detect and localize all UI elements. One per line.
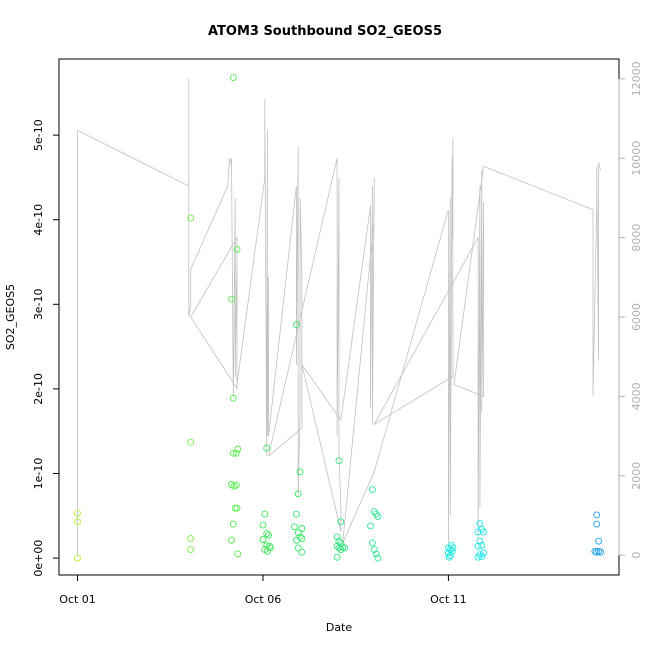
data-point: [333, 533, 341, 541]
data-point: [229, 74, 237, 82]
data-point: [335, 544, 343, 552]
data-point: [187, 535, 195, 543]
chart-title: ATOM3 Southbound SO2_GEOS5: [208, 24, 442, 39]
data-point: [292, 510, 300, 518]
data-point: [187, 546, 195, 554]
data-point: [74, 509, 81, 517]
data-point: [337, 518, 345, 526]
data-point: [294, 529, 302, 537]
data-point: [370, 546, 378, 554]
data-point: [228, 536, 235, 544]
y2-tick-label: 0: [630, 552, 643, 559]
data-point: [476, 537, 484, 545]
data-point: [335, 457, 343, 465]
data-point: [294, 544, 302, 552]
y-axis-label: SO2_GEOS5: [4, 284, 17, 350]
data-point: [233, 245, 241, 253]
data-point: [333, 553, 341, 561]
y-axis-left: 0e+00 1e-10 2e-10 3e-10 4e-10 5e-10: [32, 119, 60, 577]
data-point: [234, 550, 242, 558]
altitude-series-line: [77, 78, 601, 556]
data-point: [593, 511, 601, 519]
data-point: [446, 552, 454, 559]
data-point: [265, 531, 272, 539]
data-point: [291, 523, 298, 531]
x-tick-label: Oct 11: [430, 593, 467, 606]
data-point: [298, 535, 306, 543]
data-point: [597, 548, 604, 556]
data-point: [232, 481, 240, 489]
data-point: [480, 528, 488, 536]
data-point: [229, 520, 237, 528]
data-point: [480, 549, 488, 557]
data-point: [228, 295, 235, 303]
data-point: [263, 530, 271, 538]
y-tick-label: 4e-10: [32, 204, 45, 236]
data-point: [368, 486, 376, 494]
y-tick-label: 3e-10: [32, 288, 45, 320]
data-point: [187, 214, 195, 222]
y2-tick-label: 12000: [630, 61, 643, 96]
data-point: [234, 445, 242, 453]
data-point: [292, 321, 300, 329]
data-point: [367, 522, 374, 530]
data-point: [229, 449, 237, 457]
x-axis: Oct 01 Oct 06 Oct 11: [59, 574, 467, 606]
altitude-line-layer: [77, 78, 601, 556]
y2-tick-label: 6000: [630, 303, 643, 331]
data-point: [337, 546, 345, 554]
y2-tick-label: 4000: [630, 382, 643, 410]
points-layer: [74, 74, 604, 562]
data-point: [263, 444, 271, 452]
data-point: [187, 438, 195, 446]
data-point: [474, 553, 482, 561]
data-point: [266, 544, 274, 552]
data-point: [231, 504, 239, 512]
data-point: [478, 541, 486, 549]
y-tick-label: 1e-10: [32, 458, 45, 490]
data-point: [445, 553, 453, 561]
data-point: [474, 528, 482, 536]
data-point: [296, 533, 304, 541]
y-axis-right: 0 2000 4000 6000 8000 10000 12000: [618, 61, 643, 559]
y-tick-label: 5e-10: [32, 119, 45, 151]
data-point: [374, 513, 382, 521]
data-point: [595, 537, 603, 545]
x-tick-label: Oct 01: [59, 593, 96, 606]
data-point: [593, 520, 601, 528]
data-point: [374, 554, 382, 562]
data-point: [232, 449, 240, 457]
data-point: [341, 544, 349, 552]
data-point: [74, 554, 81, 562]
data-point: [372, 550, 380, 558]
data-point: [261, 510, 269, 518]
data-point: [74, 518, 81, 526]
data-point: [259, 521, 267, 529]
data-point: [233, 504, 241, 512]
data-point: [474, 542, 482, 550]
y-tick-label: 0e+00: [32, 540, 45, 577]
y2-tick-label: 10000: [630, 141, 643, 176]
x-tick-label: Oct 06: [245, 593, 282, 606]
data-point: [478, 552, 486, 560]
data-point: [298, 548, 306, 556]
data-point: [476, 519, 484, 527]
data-point: [368, 539, 376, 547]
y-tick-label: 2e-10: [32, 373, 45, 405]
x-axis-label: Date: [326, 621, 353, 634]
data-point: [259, 536, 267, 543]
y2-tick-label: 2000: [630, 462, 643, 490]
data-point: [294, 490, 302, 498]
data-point: [298, 525, 306, 532]
y2-tick-label: 8000: [630, 224, 643, 252]
data-point: [447, 541, 455, 549]
data-point: [229, 394, 237, 402]
data-point: [296, 468, 304, 476]
